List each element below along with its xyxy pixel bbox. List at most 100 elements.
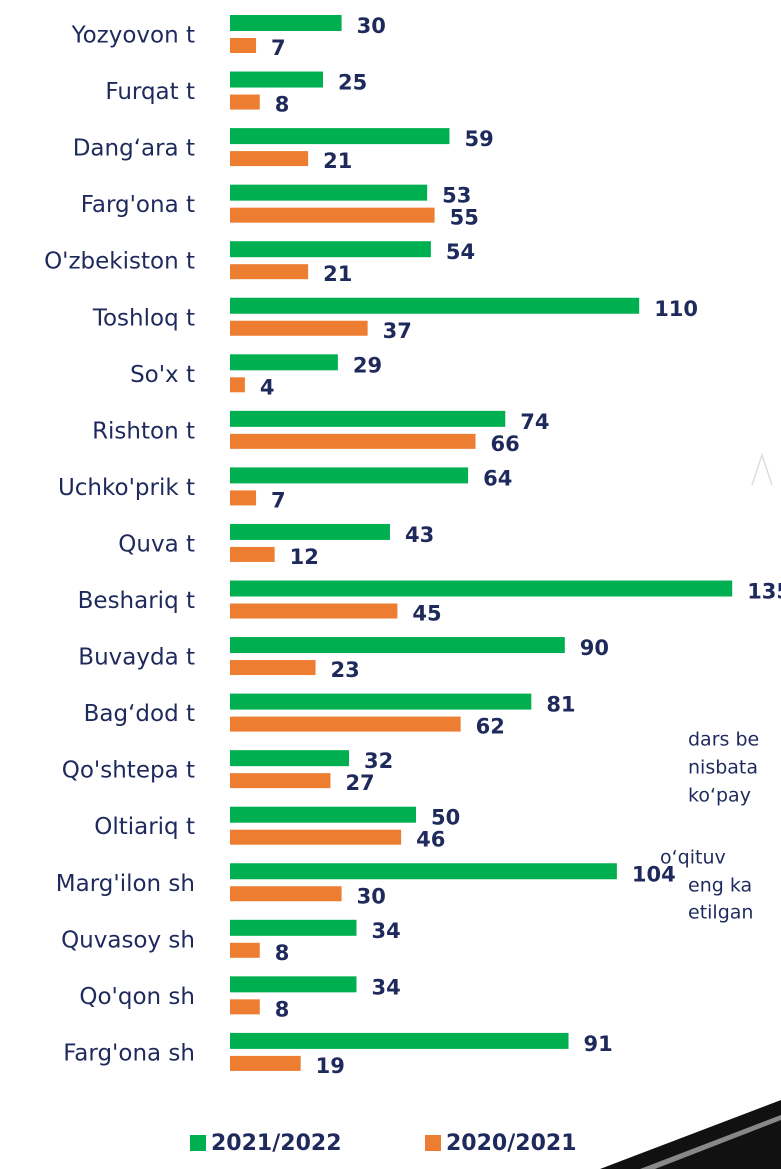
side-text: dars be — [688, 729, 759, 751]
category-label: Bag‘dod t — [84, 701, 195, 727]
bar — [230, 151, 309, 167]
value-label: 30 — [357, 884, 386, 908]
value-label: 55 — [450, 206, 479, 230]
value-label: 59 — [464, 127, 493, 151]
category-label: Farg'ona t — [81, 192, 195, 218]
legend-swatch — [425, 1135, 441, 1151]
category-label: Dang‘ara t — [73, 136, 195, 162]
bar — [230, 320, 368, 336]
value-label: 34 — [371, 919, 400, 943]
side-text: nisbata — [688, 757, 758, 779]
value-label: 54 — [446, 240, 475, 264]
category-label: Oltiariq t — [94, 814, 195, 840]
value-label: 7 — [271, 36, 286, 60]
category-label: Marg'ilon sh — [56, 871, 195, 897]
value-label: 110 — [654, 297, 698, 321]
bar — [230, 886, 342, 902]
value-label: 81 — [546, 693, 575, 717]
category-label: Farg'ona sh — [63, 1040, 195, 1066]
category-label: Uchko'prik t — [58, 475, 195, 501]
value-label: 90 — [580, 636, 609, 660]
value-label: 45 — [412, 602, 441, 626]
bar — [230, 184, 428, 201]
bar — [230, 546, 275, 562]
bar — [230, 637, 565, 654]
side-text: etilgan — [688, 902, 753, 924]
bar — [230, 523, 390, 540]
bar — [230, 863, 617, 880]
value-label: 62 — [476, 715, 505, 739]
value-label: 64 — [483, 466, 512, 490]
category-label: Qo'qon sh — [79, 984, 195, 1010]
bar — [230, 410, 506, 427]
value-label: 4 — [260, 375, 275, 399]
bar — [230, 999, 260, 1015]
bar — [230, 128, 450, 145]
bar — [230, 750, 350, 767]
value-label: 34 — [371, 975, 400, 999]
side-text: eng ka — [688, 875, 752, 897]
bar — [230, 693, 532, 710]
bar — [230, 1032, 569, 1049]
category-label: Furqat t — [105, 79, 195, 105]
value-label: 135 — [747, 580, 781, 604]
value-label: 91 — [584, 1032, 613, 1056]
bar — [230, 297, 640, 314]
value-label: 8 — [275, 93, 290, 117]
decoration — [600, 1100, 781, 1169]
bar — [230, 976, 357, 993]
bar — [230, 716, 461, 732]
value-label: 19 — [316, 1054, 345, 1078]
bar — [230, 603, 398, 619]
bar — [230, 1055, 301, 1071]
value-label: 25 — [338, 71, 367, 95]
category-label: Beshariq t — [78, 588, 195, 614]
value-label: 29 — [353, 353, 382, 377]
bar — [230, 264, 309, 280]
bar — [230, 15, 342, 31]
bar — [230, 377, 245, 393]
bar — [230, 660, 316, 676]
legend-label: 2020/2021 — [446, 1131, 577, 1156]
bar — [230, 241, 431, 258]
legend-swatch — [190, 1135, 206, 1151]
category-label: Yozyovon t — [71, 23, 195, 49]
bar — [230, 207, 435, 223]
category-label: Quva t — [118, 531, 195, 557]
category-label: Toshloq t — [92, 305, 195, 331]
bar — [230, 829, 402, 845]
bar — [230, 773, 331, 789]
value-label: 46 — [416, 828, 445, 852]
value-label: 21 — [323, 149, 352, 173]
value-label: 23 — [331, 658, 360, 682]
value-label: 37 — [383, 319, 412, 343]
bar — [230, 806, 416, 823]
side-text: ko‘pay — [688, 785, 751, 807]
decoration — [640, 1115, 781, 1169]
category-label: Quvasoy sh — [61, 927, 195, 953]
bar — [230, 94, 260, 110]
decoration — [751, 452, 773, 486]
bar — [230, 580, 733, 597]
value-label: 12 — [290, 545, 319, 569]
category-label: Rishton t — [92, 418, 195, 444]
bar — [230, 490, 257, 506]
bar — [230, 433, 476, 449]
value-label: 104 — [632, 862, 676, 886]
category-label: O'zbekiston t — [44, 249, 195, 275]
value-label: 8 — [275, 997, 290, 1021]
legend-label: 2021/2022 — [211, 1131, 342, 1156]
value-label: 43 — [405, 523, 434, 547]
value-label: 74 — [520, 410, 549, 434]
bar — [230, 71, 323, 88]
bar — [230, 467, 469, 484]
value-label: 66 — [491, 432, 520, 456]
value-label: 30 — [357, 14, 386, 38]
side-text: o‘qituv — [660, 847, 726, 869]
value-label: 53 — [442, 184, 471, 208]
bar — [230, 942, 260, 958]
value-label: 32 — [364, 749, 393, 773]
bar — [230, 919, 357, 936]
value-label: 7 — [271, 488, 286, 512]
